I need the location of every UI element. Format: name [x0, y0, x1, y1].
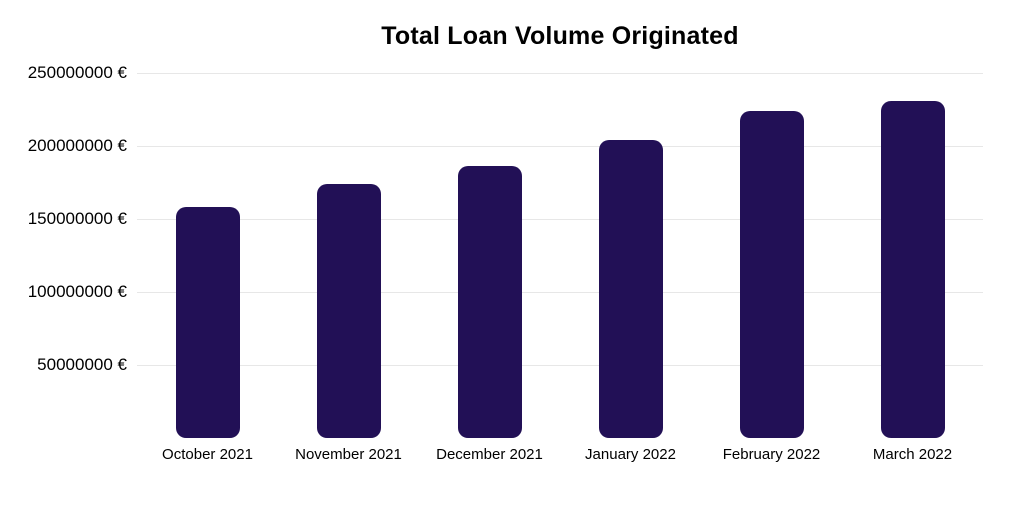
x-axis-tick-label: November 2021 [295, 446, 402, 463]
x-axis-tick-label: October 2021 [162, 446, 253, 463]
bar-january-2022 [598, 140, 663, 438]
y-axis-tick-label: 150000000 € [27, 209, 127, 228]
y-axis-tick-label: 50000000 € [37, 355, 127, 374]
x-axis-tick-label: February 2022 [722, 446, 821, 463]
gridline [137, 364, 983, 366]
y-axis-tick-label: 250000000 € [27, 63, 127, 82]
x-axis-tick-label: March 2022 [872, 446, 953, 463]
bar-november-2021 [316, 183, 381, 438]
gridline [137, 145, 983, 147]
gridline [137, 72, 983, 74]
x-axis-tick-label: December 2021 [436, 446, 543, 463]
gridline [137, 291, 983, 293]
y-axis-tick-label: 100000000 € [27, 282, 127, 301]
y-axis-tick-label: 200000000 € [27, 136, 127, 155]
bar-march-2022 [880, 100, 945, 438]
gridline [137, 218, 983, 220]
bar-february-2022 [739, 110, 804, 438]
x-axis-tick-label: January 2022 [585, 446, 676, 463]
chart-title: Total Loan Volume Originated [381, 22, 739, 50]
bar-october-2021 [175, 207, 240, 438]
bar-december-2021 [457, 166, 522, 438]
